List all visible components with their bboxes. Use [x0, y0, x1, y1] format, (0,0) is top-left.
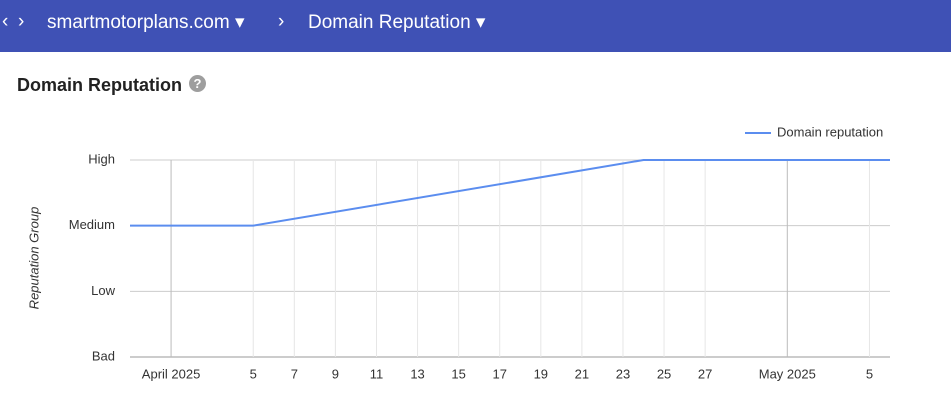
x-tick-label: April 2025 — [142, 366, 201, 381]
x-tick-label: 5 — [250, 366, 257, 381]
y-tick-label: High — [88, 151, 115, 166]
x-tick-label: May 2025 — [759, 366, 816, 381]
top-bar: ‹ › smartmotorplans.com ▾ › Domain Reput… — [0, 0, 951, 52]
x-tick-label: 7 — [291, 366, 298, 381]
x-tick-label: 9 — [332, 366, 339, 381]
y-axis-title: Reputation Group — [26, 207, 41, 310]
chevron: › — [18, 11, 25, 32]
y-tick-label: Bad — [92, 348, 115, 363]
x-tick-label: 21 — [575, 366, 589, 381]
x-tick-label: 17 — [492, 366, 506, 381]
x-tick-label: 19 — [534, 366, 548, 381]
page-title: Domain Reputation — [17, 75, 182, 95]
x-tick-label: 13 — [410, 366, 424, 381]
x-tick-label: 23 — [616, 366, 630, 381]
x-tick-label: 27 — [698, 366, 712, 381]
y-tick-label: Medium — [69, 217, 115, 232]
y-tick-label: Low — [91, 283, 115, 298]
series-line — [130, 159, 890, 227]
x-tick-label: 25 — [657, 366, 671, 381]
crumb-text: smartmotorplans.com — [47, 12, 230, 33]
x-tick-label: 15 — [451, 366, 465, 381]
crumb-domain[interactable]: smartmotorplans.com ▾ — [47, 12, 245, 33]
crumb-text: Domain Reputation — [308, 12, 471, 33]
x-tick-label: 11 — [370, 366, 384, 381]
help-icon[interactable]: ? — [189, 75, 206, 92]
back-chevron[interactable]: ‹ — [2, 11, 9, 32]
legend-label: Domain reputation — [777, 124, 883, 139]
crumb-report[interactable]: Domain Reputation ▾ — [308, 12, 486, 33]
x-tick-label: 5 — [866, 366, 873, 381]
chevron: › — [278, 11, 285, 32]
